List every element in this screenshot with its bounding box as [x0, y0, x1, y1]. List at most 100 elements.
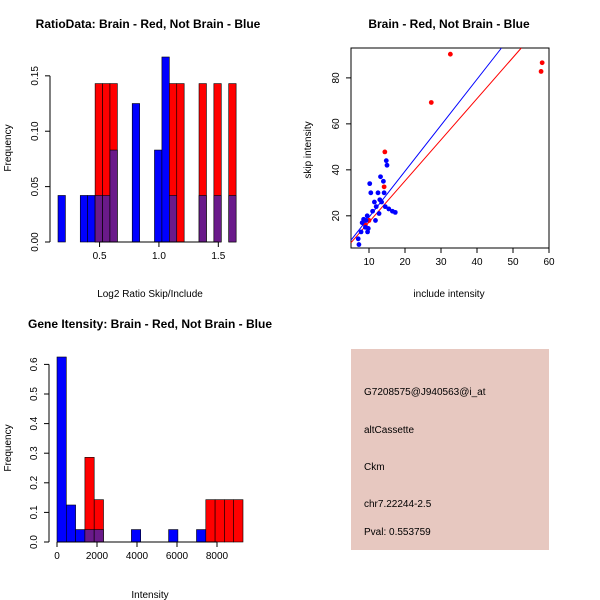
- brain-bar: [224, 499, 234, 543]
- not-brain-point: [378, 174, 383, 180]
- scatter-x-tick-label: 10: [363, 257, 375, 268]
- ratio-histogram-y-tick-label: 0.05: [30, 176, 41, 196]
- not-brain-point: [358, 229, 364, 235]
- ratio-histogram-title: RatioData: Brain - Red, Not Brain - Blue: [36, 17, 261, 31]
- ratio-histogram-y-tick-label: 0.15: [30, 66, 41, 86]
- overlap-bar: [228, 195, 237, 243]
- scatter-x-tick-label: 50: [507, 257, 519, 268]
- not-brain-point: [365, 226, 371, 231]
- intensity-histogram-title: Gene Itensity: Brain - Red, Not Brain - …: [28, 317, 272, 331]
- not-brain-point: [381, 178, 386, 184]
- intensity-histogram-y-tick-label: 0.3: [29, 446, 40, 460]
- intensity-histogram-y-tick-label: 0.1: [29, 505, 40, 519]
- intensity-histogram-y-tick-label: 0.2: [29, 475, 40, 489]
- not-brain-point: [376, 211, 382, 216]
- brain-point: [447, 51, 453, 57]
- not-brain-point: [382, 204, 388, 210]
- scatter-y-tick-label: 40: [331, 164, 342, 176]
- not-brain-bar: [154, 149, 163, 243]
- overlap-bar: [84, 529, 95, 543]
- overlap-bar: [109, 149, 118, 243]
- not-brain-point: [373, 218, 378, 223]
- intensity-histogram-xlabel: Intensity: [131, 590, 168, 600]
- ratio-histogram-x-tick-label: 1.5: [211, 251, 225, 262]
- scatter-ylabel: skip intensity: [303, 121, 314, 178]
- brain-bar: [205, 499, 216, 543]
- overlap-bar: [94, 195, 103, 243]
- scatter-xlabel: include intensity: [413, 289, 484, 300]
- brain-point: [539, 60, 545, 66]
- overlap-bar: [102, 195, 111, 243]
- brain-point: [538, 69, 544, 74]
- not-brain-point: [383, 158, 389, 164]
- scatter-x-tick-label: 60: [543, 257, 555, 268]
- not-brain-bar: [75, 529, 86, 543]
- intensity-histogram-x-tick-label: 2000: [86, 551, 109, 562]
- not-brain-point: [363, 218, 369, 223]
- not-brain-point: [367, 181, 373, 187]
- brain-bar: [214, 499, 225, 543]
- ratio-histogram-y-tick-label: 0.00: [30, 232, 41, 252]
- not-brain-point: [364, 213, 370, 219]
- ratio-histogram-x-tick-label: 0.5: [93, 251, 107, 262]
- not-brain-point: [384, 162, 390, 168]
- scatter-y-tick-label: 20: [331, 210, 342, 222]
- intensity-histogram-y-tick-label: 0.5: [29, 387, 40, 401]
- brain-bar: [176, 83, 185, 243]
- scatter-y-tick-label: 80: [331, 72, 342, 84]
- gene-symbol: Ckm: [364, 462, 385, 473]
- intensity-histogram-panel: Gene Itensity: Brain - Red, Not Brain - …: [3, 317, 272, 600]
- overlap-bar: [169, 195, 178, 243]
- scatter-x-tick-label: 40: [471, 257, 483, 268]
- intensity-histogram-x-tick-label: 6000: [166, 551, 189, 562]
- ratio-histogram-xlabel: Log2 Ratio Skip/Include: [97, 289, 203, 300]
- not-brain-point: [370, 208, 375, 214]
- intensity-scatter-panel: Brain - Red, Not Brain - Blue include in…: [303, 17, 555, 300]
- overlap-bar: [93, 529, 104, 543]
- intensity-histogram-x-tick-label: 0: [54, 551, 60, 562]
- intensity-histogram-ylabel: Frequency: [3, 424, 14, 471]
- p-value: Pval: 0.553759: [364, 527, 431, 538]
- genomic-location: chr7.22244-2.5: [364, 499, 432, 510]
- intensity-histogram-y-tick-label: 0.6: [29, 357, 40, 371]
- event-type: altCassette: [364, 425, 414, 436]
- info-box-panel: G7208575@J940563@i_at altCassette Ckm ch…: [351, 349, 549, 550]
- brain-point: [428, 100, 434, 105]
- ratio-histogram-panel: RatioData: Brain - Red, Not Brain - Blue…: [3, 17, 261, 300]
- scatter-plot-box: [350, 47, 550, 249]
- intensity-histogram-y-tick-label: 0.0: [29, 535, 40, 549]
- not-brain-point: [356, 242, 362, 247]
- not-brain-point: [375, 190, 381, 196]
- overlap-bar: [213, 195, 222, 243]
- scatter-x-tick-label: 30: [435, 257, 447, 268]
- overlap-bar: [198, 195, 207, 243]
- not-brain-bar: [131, 103, 140, 243]
- scatter-x-tick-label: 20: [399, 257, 411, 268]
- not-brain-bar: [131, 529, 141, 543]
- info-box-background: [351, 349, 549, 550]
- brain-point: [381, 184, 387, 190]
- intensity-histogram-x-tick-label: 4000: [126, 551, 149, 562]
- ratio-histogram-ylabel: Frequency: [3, 124, 14, 171]
- not-brain-point: [381, 190, 387, 196]
- not-brain-bar: [168, 529, 179, 543]
- ratio-histogram-x-tick-label: 1.0: [152, 251, 166, 262]
- not-brain-bar: [57, 195, 66, 243]
- scatter-title: Brain - Red, Not Brain - Blue: [368, 17, 530, 31]
- not-brain-bar: [161, 56, 170, 243]
- not-brain-bar: [196, 529, 207, 543]
- brain-fit-line: [350, 47, 522, 244]
- not-brain-point: [368, 190, 374, 196]
- ratio-histogram-y-tick-label: 0.10: [30, 121, 41, 141]
- not-brain-bar: [66, 504, 76, 543]
- brain-point: [382, 149, 388, 155]
- intensity-histogram-x-tick-label: 8000: [206, 551, 229, 562]
- not-brain-point: [372, 199, 377, 205]
- not-brain-point: [386, 206, 392, 212]
- not-brain-point: [355, 236, 361, 242]
- probe-id: G7208575@J940563@i_at: [364, 387, 486, 398]
- not-brain-bar: [56, 356, 67, 543]
- intensity-histogram-y-tick-label: 0.4: [29, 416, 40, 430]
- not-brain-point: [392, 209, 398, 215]
